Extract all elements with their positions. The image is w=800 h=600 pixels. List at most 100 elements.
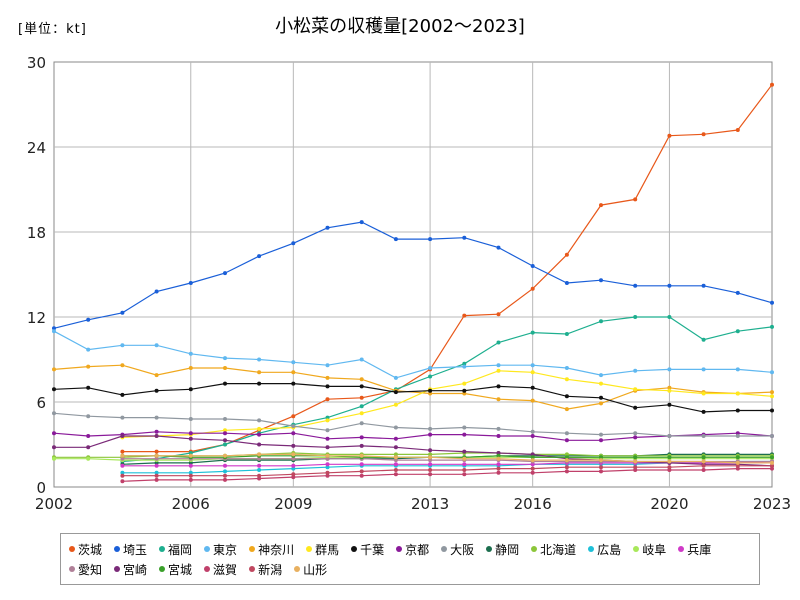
- data-point: [154, 473, 159, 478]
- series-line: [122, 465, 772, 477]
- unit-label: [単位：kt]: [18, 22, 87, 37]
- data-point: [496, 384, 501, 389]
- data-point: [496, 466, 501, 471]
- data-point: [325, 428, 330, 433]
- data-point: [633, 315, 638, 319]
- data-point: [496, 363, 501, 368]
- data-point: [291, 456, 296, 461]
- data-point: [188, 281, 193, 285]
- data-point: [86, 385, 91, 390]
- data-point: [359, 411, 364, 416]
- series-埼玉: [52, 220, 774, 331]
- data-point: [86, 347, 91, 352]
- legend-marker-icon: [114, 566, 121, 572]
- data-point: [770, 300, 774, 305]
- legend-label: 新潟: [258, 562, 283, 577]
- data-point: [735, 431, 740, 436]
- data-point: [599, 458, 603, 463]
- data-point: [462, 468, 467, 472]
- data-point: [154, 477, 159, 482]
- data-point: [599, 455, 603, 460]
- legend-marker-icon: [678, 546, 685, 552]
- legend-label: 京都: [405, 542, 430, 557]
- data-point: [52, 367, 56, 372]
- legend-item: 千葉: [351, 539, 384, 559]
- data-point: [667, 315, 672, 319]
- data-point: [667, 402, 672, 407]
- data-point: [599, 401, 603, 406]
- data-point: [257, 476, 262, 481]
- legend-label: 東京: [213, 542, 238, 557]
- data-point: [52, 445, 56, 450]
- data-point: [530, 286, 535, 291]
- data-point: [496, 312, 501, 317]
- data-point: [291, 443, 296, 448]
- data-point: [462, 425, 467, 430]
- legend-item: 京都: [396, 539, 429, 559]
- data-point: [291, 241, 296, 246]
- data-point: [667, 367, 672, 372]
- data-point: [257, 456, 262, 461]
- data-point: [52, 387, 56, 392]
- y-tick-label: 18: [27, 224, 46, 242]
- data-point: [599, 319, 603, 324]
- data-point: [86, 434, 91, 438]
- data-point: [428, 366, 433, 370]
- data-point: [462, 462, 467, 467]
- legend-label: 兵庫: [687, 542, 712, 557]
- data-point: [770, 408, 774, 413]
- data-point: [223, 417, 227, 421]
- data-point: [188, 451, 193, 455]
- data-point: [701, 283, 706, 288]
- data-point: [667, 388, 672, 393]
- x-tick-label: 2013: [411, 495, 449, 513]
- data-point: [564, 438, 569, 443]
- data-point: [325, 384, 330, 389]
- data-point: [154, 456, 159, 461]
- data-point: [325, 225, 330, 230]
- data-point: [257, 468, 262, 472]
- data-point: [667, 283, 672, 288]
- data-point: [735, 408, 740, 413]
- data-point: [86, 364, 91, 369]
- data-point: [154, 453, 159, 458]
- data-point: [359, 220, 364, 225]
- data-point: [667, 455, 672, 460]
- data-point: [325, 465, 330, 470]
- legend-item: 愛知: [69, 559, 102, 579]
- legend-item: 茨城: [69, 539, 102, 559]
- data-point: [393, 436, 398, 441]
- data-point: [257, 463, 262, 468]
- data-point: [530, 370, 535, 375]
- data-point: [701, 132, 706, 137]
- legend-item: 兵庫: [678, 539, 711, 559]
- legend-label: 愛知: [78, 562, 103, 577]
- legend-marker-icon: [69, 566, 75, 572]
- y-tick-label: 12: [27, 309, 46, 327]
- data-point: [633, 387, 638, 392]
- data-point: [257, 442, 262, 447]
- data-point: [120, 470, 125, 475]
- data-point: [325, 445, 330, 450]
- data-point: [325, 397, 330, 402]
- data-point: [359, 469, 364, 474]
- legend-marker-icon: [204, 566, 211, 572]
- x-tick-label: 2002: [35, 495, 73, 513]
- data-point: [599, 465, 603, 470]
- data-point: [770, 466, 774, 471]
- series-line: [53, 364, 773, 410]
- data-point: [530, 429, 535, 434]
- legend-marker-icon: [114, 546, 121, 552]
- data-point: [564, 394, 569, 399]
- data-point: [223, 438, 227, 443]
- legend-item: 宮城: [159, 559, 192, 579]
- data-point: [770, 434, 774, 438]
- data-point: [496, 368, 501, 373]
- data-point: [428, 388, 433, 393]
- legend-item: 新潟: [249, 559, 282, 579]
- plot-area: [53, 61, 773, 488]
- legend-item: 大阪: [441, 539, 474, 559]
- data-point: [154, 470, 159, 475]
- series-line: [122, 468, 772, 482]
- data-point: [564, 366, 569, 370]
